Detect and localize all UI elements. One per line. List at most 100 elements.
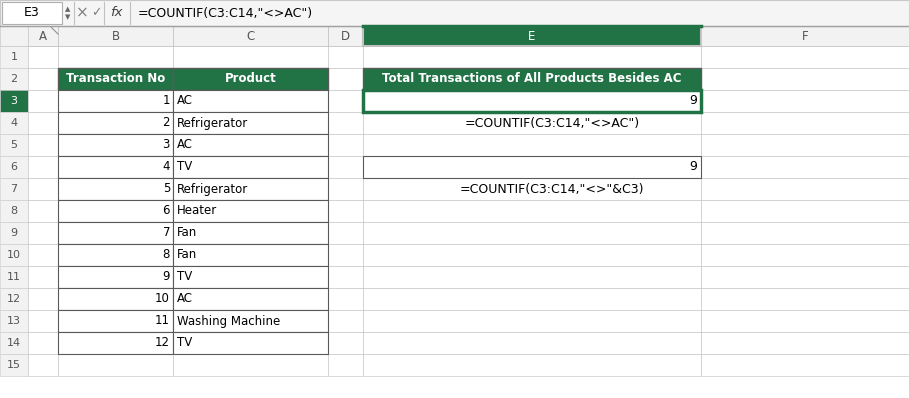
Text: 10: 10 [7,250,21,260]
Text: Fan: Fan [177,226,197,240]
Bar [363,354,701,376]
Text: 12: 12 [7,294,21,304]
Bar [328,266,363,288]
Bar [58,26,173,46]
Bar [58,244,173,266]
Bar [0,46,28,68]
Bar [363,68,701,90]
Text: ▲: ▲ [65,6,70,12]
Text: 5: 5 [11,140,17,150]
Bar [363,244,701,266]
Bar [173,156,328,178]
Bar [173,222,328,244]
Bar [28,244,58,266]
Bar [58,90,173,112]
Bar [28,46,58,68]
Text: Refrigerator: Refrigerator [177,183,248,195]
Bar [701,178,909,200]
Bar [173,134,328,156]
Text: =COUNTIF(C3:C14,"<>AC"): =COUNTIF(C3:C14,"<>AC") [464,117,640,129]
Bar [363,332,701,354]
Text: 6: 6 [11,162,17,172]
Text: 12: 12 [155,336,170,349]
Bar [701,200,909,222]
Bar [0,26,58,46]
Bar [28,68,58,90]
Text: 5: 5 [163,183,170,195]
Bar [328,178,363,200]
Text: 7: 7 [10,184,17,194]
Bar [701,26,909,46]
Bar [0,244,28,266]
Text: Heater: Heater [177,205,217,217]
Bar [363,288,701,310]
Bar [173,244,328,266]
Bar [28,332,58,354]
Bar [58,266,173,288]
Bar [173,112,328,134]
Bar [701,266,909,288]
Bar [701,46,909,68]
Bar [58,156,173,178]
Text: Refrigerator: Refrigerator [177,117,248,129]
Text: 8: 8 [163,248,170,261]
Text: Total Transactions of All Products Besides AC: Total Transactions of All Products Besid… [383,72,682,86]
Bar [58,90,173,112]
Bar [173,244,328,266]
Bar [28,26,58,46]
Bar [0,68,28,90]
Text: 9: 9 [689,94,697,107]
Text: D: D [341,29,350,43]
Bar [28,200,58,222]
Text: 1: 1 [11,52,17,62]
Bar [58,134,173,156]
Bar [328,46,363,68]
Bar [58,354,173,376]
Text: 1: 1 [163,94,170,107]
Bar [701,222,909,244]
Bar [0,332,28,354]
Bar [0,222,28,244]
Bar [58,112,173,134]
Bar [328,26,363,46]
Bar [28,156,58,178]
Bar [173,310,328,332]
Text: Washing Machine: Washing Machine [177,314,280,328]
Text: 2: 2 [10,74,17,84]
Bar [173,354,328,376]
Text: 9: 9 [689,160,697,174]
Text: ▼: ▼ [65,14,70,20]
Bar [0,266,28,288]
Bar [701,332,909,354]
Bar [363,134,701,156]
Bar [173,222,328,244]
Bar [328,244,363,266]
Text: B: B [112,29,120,43]
Bar [28,310,58,332]
Bar [701,112,909,134]
Bar [173,332,328,354]
Bar [173,332,328,354]
Bar [58,178,173,200]
Text: 9: 9 [10,228,17,238]
Bar [58,310,173,332]
Bar [363,68,701,90]
Bar [173,68,328,90]
Text: 3: 3 [163,139,170,152]
Bar [58,244,173,266]
Bar [701,68,909,90]
Text: 14: 14 [7,338,21,348]
Bar [363,90,701,112]
Bar [28,112,58,134]
Bar [58,46,173,68]
Bar [363,156,701,178]
Bar [0,178,28,200]
Bar [173,134,328,156]
Bar [58,222,173,244]
Bar [28,222,58,244]
Bar [328,156,363,178]
Bar [58,332,173,354]
Bar [58,288,173,310]
Bar [328,288,363,310]
Bar [173,178,328,200]
